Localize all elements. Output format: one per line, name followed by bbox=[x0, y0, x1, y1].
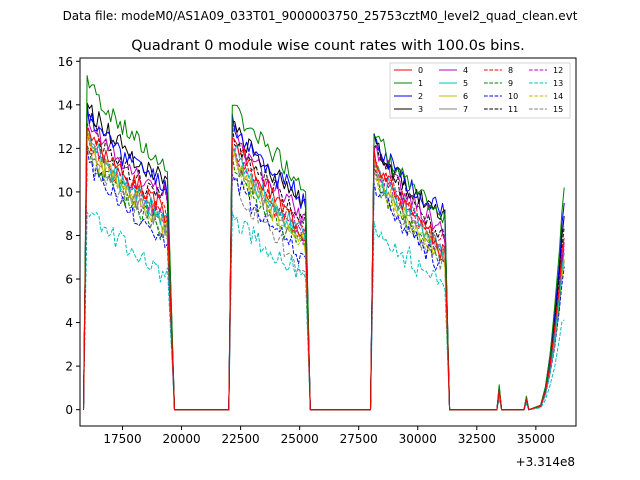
series-line-7 bbox=[83, 130, 565, 411]
legend-label-0: 0 bbox=[418, 66, 423, 75]
legend-label-3: 3 bbox=[418, 105, 423, 114]
series-line-14 bbox=[83, 147, 565, 411]
x-tick-label: 17500 bbox=[103, 432, 141, 446]
legend-label-6: 6 bbox=[463, 92, 468, 101]
x-tick-label: 35000 bbox=[517, 432, 555, 446]
legend-label-1: 1 bbox=[418, 79, 423, 88]
series-line-10 bbox=[83, 147, 565, 411]
series-line-1 bbox=[83, 75, 565, 411]
x-tick-label: 22500 bbox=[222, 432, 260, 446]
series-line-13 bbox=[83, 211, 565, 411]
y-tick-label: 14 bbox=[58, 98, 73, 112]
legend-label-10: 10 bbox=[508, 92, 518, 101]
series-line-9 bbox=[83, 144, 565, 411]
legend-frame bbox=[389, 62, 571, 119]
y-tick-label: 0 bbox=[65, 403, 73, 417]
series-line-15 bbox=[83, 148, 565, 411]
legend-label-11: 11 bbox=[508, 105, 518, 114]
plot-lines bbox=[83, 75, 565, 411]
legend-label-9: 9 bbox=[508, 79, 513, 88]
series-line-3 bbox=[83, 102, 565, 411]
x-tick-label: 32500 bbox=[458, 432, 496, 446]
series-line-6 bbox=[83, 128, 565, 411]
plot-frame bbox=[79, 57, 577, 427]
x-axis: 17500 20000 22500 25000 27500 30000 32500 35000 bbox=[103, 426, 555, 446]
y-tick-label: 6 bbox=[65, 273, 73, 287]
x-tick-label: 20000 bbox=[162, 432, 200, 446]
legend-label-8: 8 bbox=[508, 66, 513, 75]
legend-label-13: 13 bbox=[553, 79, 563, 88]
x-offset-label: +3.314e8 bbox=[516, 455, 575, 469]
series-line-11 bbox=[83, 114, 565, 411]
y-tick-label: 10 bbox=[58, 185, 73, 199]
y-tick-label: 8 bbox=[65, 229, 73, 243]
chart-title: Quadrant 0 module wise count rates with … bbox=[131, 38, 525, 54]
legend-label-5: 5 bbox=[463, 79, 468, 88]
y-tick-label: 4 bbox=[65, 316, 73, 330]
legend-label-15: 15 bbox=[553, 105, 563, 114]
legend-label-4: 4 bbox=[463, 66, 468, 75]
x-tick-label: 27500 bbox=[340, 432, 378, 446]
legend-label-12: 12 bbox=[553, 66, 563, 75]
series-line-5 bbox=[83, 128, 565, 411]
y-tick-label: 12 bbox=[58, 142, 73, 156]
x-tick-label: 25000 bbox=[281, 432, 319, 446]
x-tick-label: 30000 bbox=[399, 432, 437, 446]
series-line-0 bbox=[83, 126, 565, 411]
y-tick-label: 16 bbox=[58, 55, 73, 69]
legend-label-2: 2 bbox=[418, 92, 423, 101]
chart-suptitle: Data file: modeM0/AS1A09_033T01_90000037… bbox=[63, 9, 578, 23]
legend-label-14: 14 bbox=[553, 92, 563, 101]
legend-label-7: 7 bbox=[463, 105, 468, 114]
series-line-2 bbox=[83, 103, 565, 411]
y-tick-label: 2 bbox=[65, 360, 73, 374]
series-line-4 bbox=[83, 107, 565, 411]
y-axis: 0 2 4 6 8 10 12 14 16 bbox=[58, 55, 80, 417]
series-line-12 bbox=[83, 122, 565, 411]
